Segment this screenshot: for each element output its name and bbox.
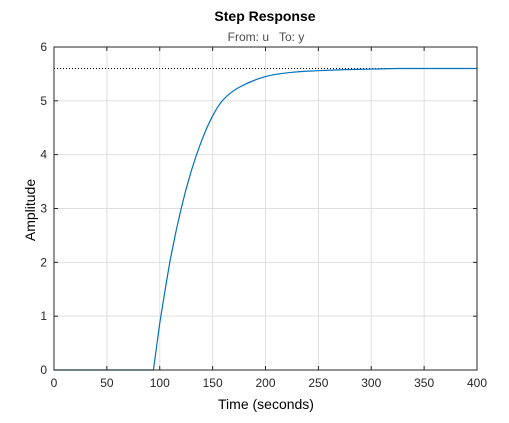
y-tick-label: 3 <box>40 202 47 216</box>
y-tick-labels: 0 1 2 3 4 5 6 <box>40 40 47 377</box>
x-tick-label: 250 <box>308 376 328 390</box>
y-tick-label: 0 <box>40 363 47 377</box>
x-tick-label: 100 <box>150 376 170 390</box>
x-tick-label: 0 <box>51 376 58 390</box>
subtitle-to-label: To: y <box>279 30 304 44</box>
x-tick-label: 200 <box>255 376 275 390</box>
series-line-0 <box>54 67 478 371</box>
chart-subtitle: From: u To: y <box>228 30 305 44</box>
x-tick-label: 350 <box>414 376 434 390</box>
tick-marks <box>53 46 478 371</box>
y-tick-label: 1 <box>40 309 47 323</box>
subtitle-from-label: From: u <box>228 30 269 44</box>
x-axis-label: Time (seconds) <box>218 396 314 412</box>
chart-title: Step Response <box>214 8 315 24</box>
grid-lines <box>54 47 477 370</box>
x-tick-labels: 0 50 100 150 200 250 300 350 400 <box>51 376 488 390</box>
x-tick-label: 50 <box>100 376 114 390</box>
y-tick-label: 6 <box>40 40 47 54</box>
x-tick-label: 150 <box>203 376 223 390</box>
series-layer <box>54 67 478 371</box>
y-axis-label: Amplitude <box>22 179 38 241</box>
x-tick-label: 400 <box>467 376 487 390</box>
y-tick-label: 5 <box>40 94 47 108</box>
y-tick-label: 4 <box>40 148 47 162</box>
x-tick-label: 300 <box>361 376 381 390</box>
y-tick-label: 2 <box>40 255 47 269</box>
